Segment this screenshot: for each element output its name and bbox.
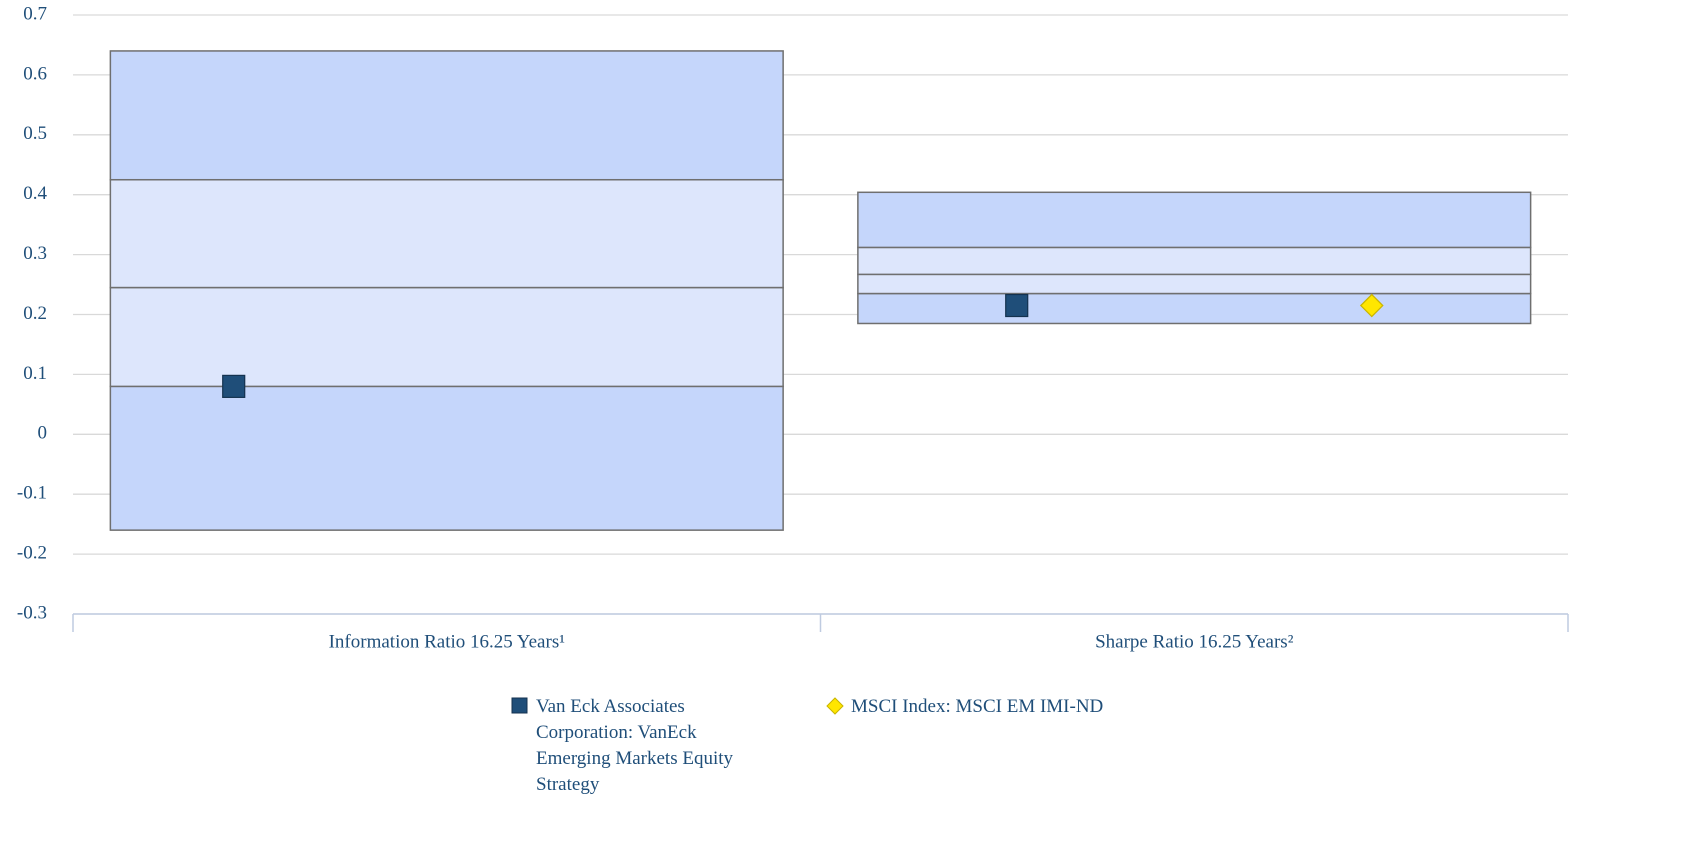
x-tick-label: Sharpe Ratio 16.25 Years² (1095, 631, 1294, 652)
percentile-band (109, 385, 784, 531)
legend-label: Van Eck Associates Corporation: VanEck E… (536, 696, 734, 795)
legend-item: MSCI Index: MSCI EM IMI-ND (826, 694, 1226, 720)
y-tick-label: 0.6 (23, 63, 47, 84)
percentile-band (857, 246, 1532, 276)
percentile-band (857, 191, 1532, 249)
percentile-band (857, 273, 1532, 295)
legend-label: MSCI Index: MSCI EM IMI-ND (851, 696, 1104, 717)
y-tick-label: 0.2 (23, 303, 47, 324)
x-tick-label: Information Ratio 16.25 Years¹ (329, 631, 566, 652)
percentile-band (109, 178, 784, 289)
y-tick-label: 0.3 (23, 243, 47, 264)
legend-symbol (826, 697, 844, 715)
y-tick-label: 0.4 (23, 183, 47, 204)
percentile-band (109, 286, 784, 388)
marker-square (222, 374, 246, 398)
y-tick-label: 0 (38, 423, 48, 444)
percentile-band (109, 50, 784, 181)
marker-square (1005, 293, 1029, 318)
y-tick-label: 0.5 (23, 123, 47, 144)
legend-marker (826, 697, 844, 715)
y-tick-label: 0.1 (23, 363, 47, 384)
y-tick-label: -0.2 (17, 542, 47, 563)
y-tick-label: 0.7 (23, 3, 47, 24)
y-tick-label: -0.3 (17, 602, 47, 623)
marker-diamond (1359, 293, 1384, 318)
legend-marker (511, 697, 528, 714)
percentile-band (857, 292, 1532, 325)
legend-symbol (511, 697, 528, 714)
y-tick-label: -0.1 (17, 483, 47, 504)
legend-item: Van Eck Associates Corporation: VanEck E… (511, 694, 761, 798)
